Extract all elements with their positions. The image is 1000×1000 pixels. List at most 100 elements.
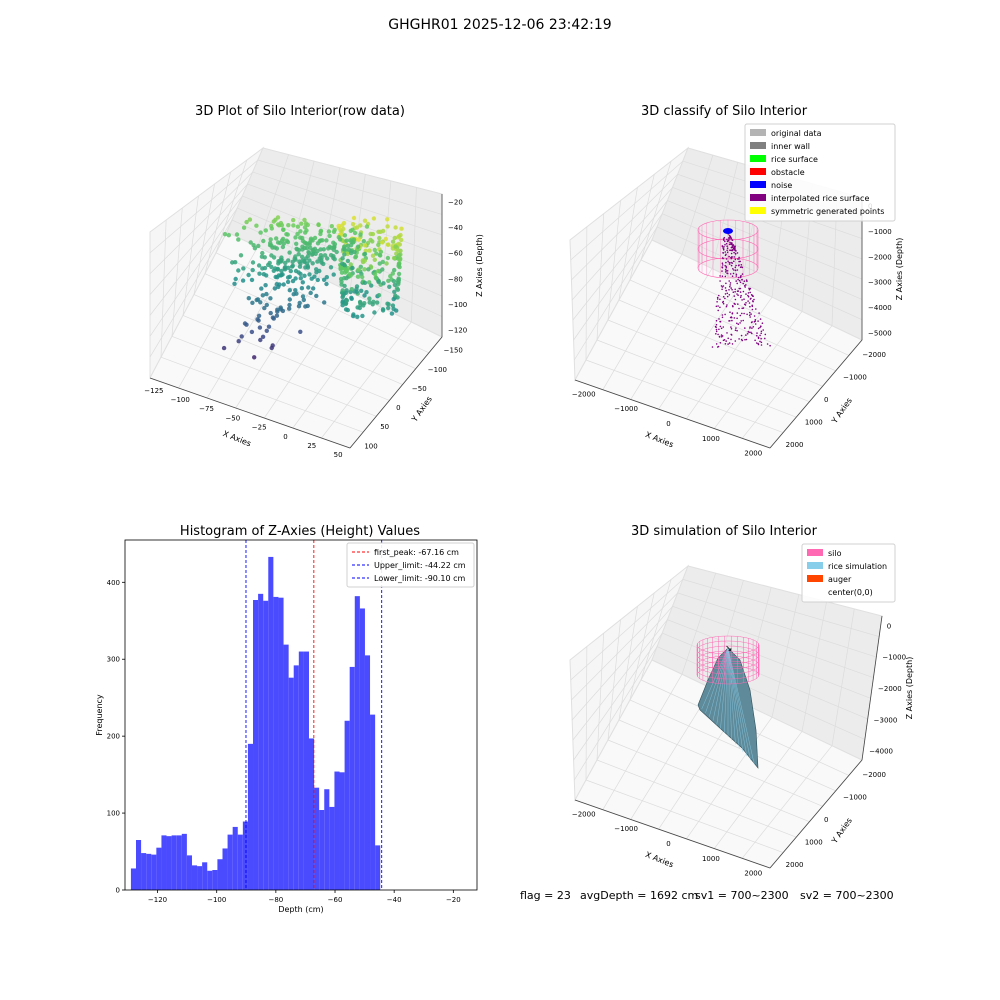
gridline [681,155,714,255]
classified-point [756,334,758,337]
raw-point [324,281,329,287]
raw-point [298,271,303,277]
raw-point [244,219,249,225]
raw-point [331,272,336,277]
classified-point [715,323,718,326]
histogram-bar [334,771,340,890]
classified-point [727,343,729,345]
classified-point [760,337,762,340]
classified-point [753,315,756,317]
classified-point [730,237,733,239]
classified-point [749,298,752,300]
x-tick-label: 2000 [744,870,762,878]
raw-point [281,282,286,287]
raw-point [360,313,365,319]
classified-point [730,316,733,318]
raw-point [396,281,401,287]
classified-point [754,339,756,342]
raw-point [246,296,251,301]
sv2-text: sv2 = 700~2300 [800,889,894,902]
panel4-title: 3D simulation of Silo Interior [631,524,817,539]
raw-point [396,271,402,277]
gridline [618,719,823,807]
legend-swatch [750,142,766,149]
raw-point [283,260,288,266]
raw-point [279,268,284,274]
raw-point [326,246,331,251]
raw-point [281,241,286,246]
surface-mesh-line [727,647,755,765]
classified-point [730,249,732,252]
histogram-bar [191,865,198,890]
z-tick-label: −1000 [868,228,892,236]
gridline [640,161,672,261]
raw-point [259,286,264,291]
classified-point [715,305,718,308]
gridline [572,619,871,741]
gridline [741,325,833,439]
classified-point [729,284,731,286]
raw-point [250,260,256,265]
surface-mesh-line [727,647,744,753]
raw-point [377,235,382,241]
raw-point [240,278,246,283]
raw-point [298,235,303,240]
raw-point [286,223,291,228]
classified-point [743,298,745,301]
x-tick-label: −1000 [614,825,638,833]
raw-point [309,276,314,281]
classified-point [726,249,728,252]
classified-point [757,343,760,346]
classified-point [727,337,729,340]
raw-point [340,299,345,304]
legend-box [801,543,896,603]
classified-point [729,311,731,314]
raw-point [274,236,279,241]
classified-point [728,238,731,240]
histogram-bar [237,834,243,890]
histogram-bar [181,833,187,890]
histogram-bar [298,651,304,890]
legend-label: Lower_limit: -90.10 cm [374,574,466,583]
y-axis-label: Y Axies [409,395,434,425]
raw-point [325,256,330,261]
gridline [572,200,863,321]
gridline [658,282,743,410]
legend-swatch [750,129,766,136]
histogram-bar [359,608,365,890]
raw-point [342,262,347,268]
raw-point [350,222,356,227]
legend-swatch [750,207,766,214]
classified-point [742,319,744,322]
classified-point [746,333,749,335]
raw-point [367,280,372,285]
raw-point [345,307,350,313]
classified-point [721,262,724,265]
classified-point [745,302,747,304]
surface-mesh-line [727,647,732,741]
classified-point [722,252,724,254]
classified-point [720,334,723,336]
y-tick-label: −50 [412,385,427,393]
raw-point [254,223,259,228]
raw-point [332,245,337,250]
gridline [640,259,850,356]
classified-point [750,321,753,324]
raw-point [269,264,274,270]
classified-point [766,343,769,345]
z-tick-label: −80 [448,275,463,283]
classified-point [743,303,746,306]
raw-point [232,281,237,286]
classified-point [732,268,734,270]
gridline [204,273,416,370]
raw-point [384,261,389,266]
classified-point [741,266,744,269]
surface-mesh-line [720,647,729,729]
classified-point [734,288,736,291]
gridline [160,219,167,358]
raw-point [300,280,305,285]
histogram-bar [176,835,182,890]
gridline [149,207,443,337]
classified-point [724,297,726,300]
